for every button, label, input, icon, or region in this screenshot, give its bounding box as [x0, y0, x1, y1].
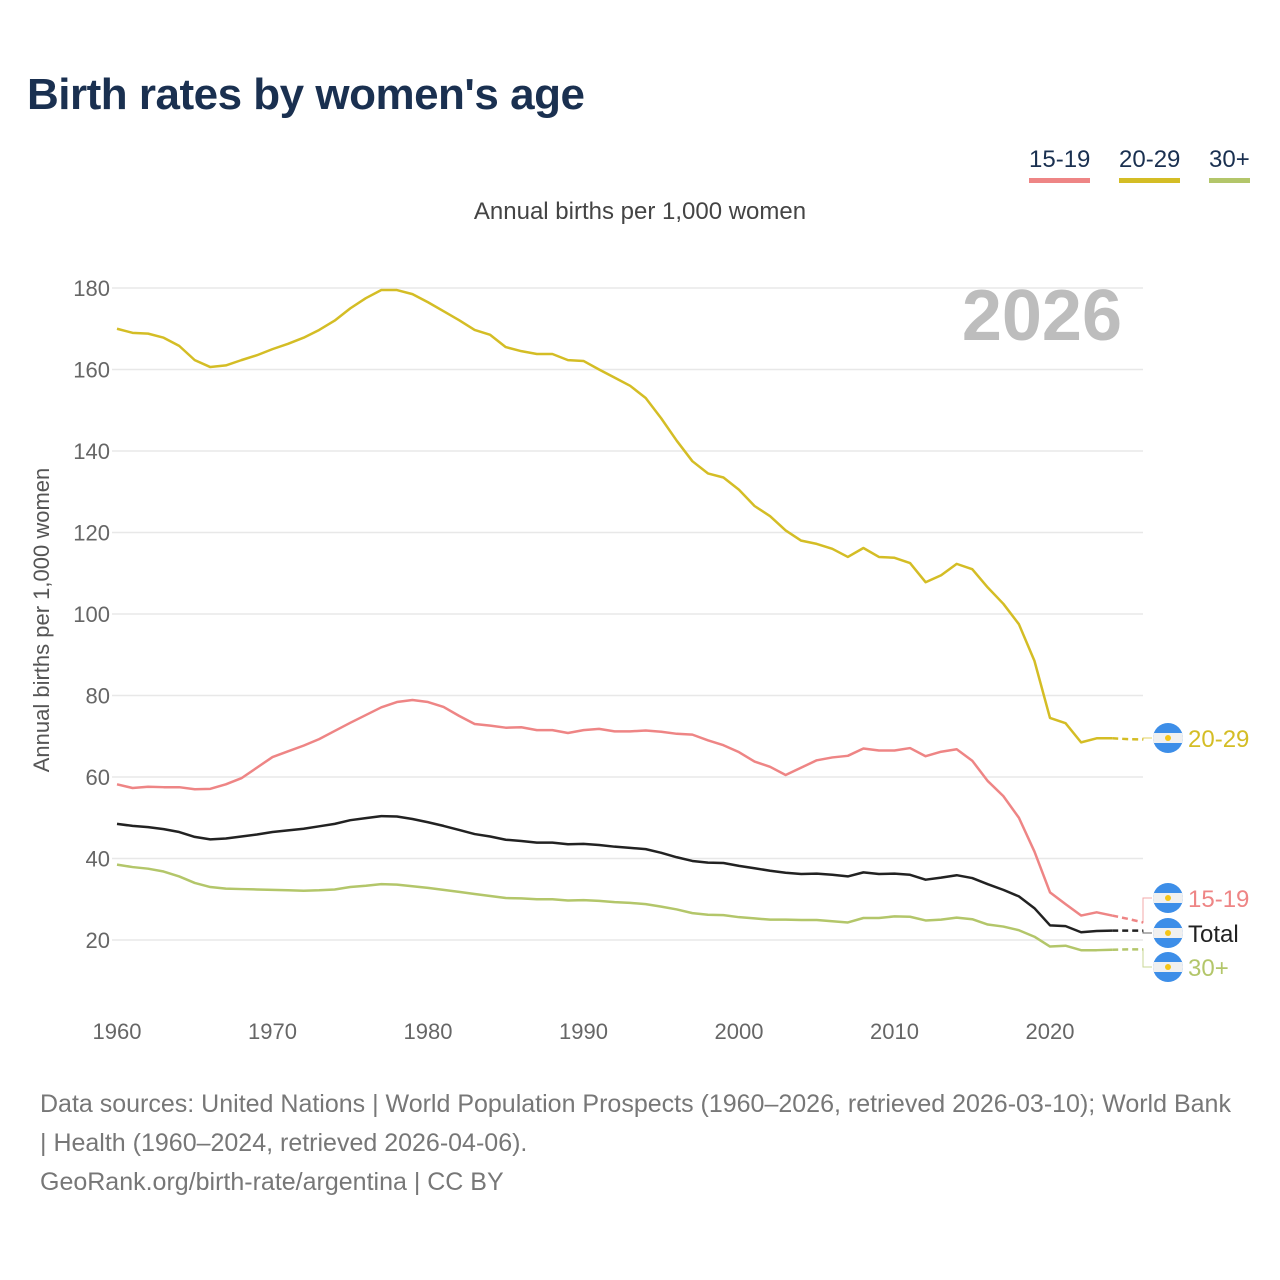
y-tick-label: 100: [73, 602, 110, 627]
year-watermark: 2026: [962, 276, 1122, 356]
argentina-flag-icon: [1153, 723, 1183, 753]
data-sources: Data sources: United Nations | World Pop…: [40, 1090, 1231, 1157]
x-tick-label: 1990: [559, 1019, 608, 1044]
chart-title: Birth rates by women's age: [27, 70, 585, 119]
label-connector: [1142, 897, 1152, 923]
legend-item-30-plus[interactable]: 30+: [1209, 146, 1250, 183]
label-connector: [1142, 737, 1152, 741]
y-tick-label: 60: [86, 765, 110, 790]
x-tick-label: 1970: [248, 1019, 297, 1044]
x-tick-label: 2000: [715, 1019, 764, 1044]
series-label-20-29: 20-29: [1188, 726, 1249, 753]
series-label-15-19: 15-19: [1188, 886, 1249, 913]
x-tick-label: 1980: [404, 1019, 453, 1044]
label-connector: [1142, 930, 1152, 934]
credit-link[interactable]: GeoRank.org/birth-rate/argentina | CC BY: [40, 1168, 504, 1196]
y-tick-label: 120: [73, 521, 110, 546]
x-tick-label: 1960: [93, 1019, 142, 1044]
label-connector: [1142, 948, 1152, 968]
argentina-flag-icon: [1153, 952, 1183, 982]
y-tick-label: 180: [73, 276, 110, 301]
legend-item-15-19[interactable]: 15-19: [1029, 146, 1091, 183]
series-line-15-19: [116, 698, 1113, 917]
series-label-30+: 30+: [1188, 955, 1229, 982]
footer: Data sources: United Nations | World Pop…: [40, 1085, 1240, 1202]
series-label-Total: Total: [1188, 921, 1239, 948]
y-tick-label: 40: [86, 847, 110, 872]
x-tick-label: 2020: [1026, 1019, 1075, 1044]
legend-item-20-29[interactable]: 20-29: [1119, 146, 1181, 183]
series-line-Total: [116, 814, 1113, 934]
x-tick-label: 2010: [870, 1019, 919, 1044]
y-tick-label: 80: [86, 684, 110, 709]
chart-subtitle: Annual births per 1,000 women: [473, 198, 807, 225]
y-tick-label: 160: [73, 358, 110, 383]
y-tick-label: 140: [73, 439, 110, 464]
series-projection-20-29: [1112, 737, 1144, 741]
series-projection-15-19: [1111, 914, 1144, 924]
y-tick-label: 20: [86, 928, 110, 953]
series-line-20-29: [116, 288, 1113, 744]
argentina-flag-icon: [1153, 918, 1183, 948]
series-line-30+: [116, 863, 1113, 952]
argentina-flag-icon: [1153, 883, 1183, 913]
